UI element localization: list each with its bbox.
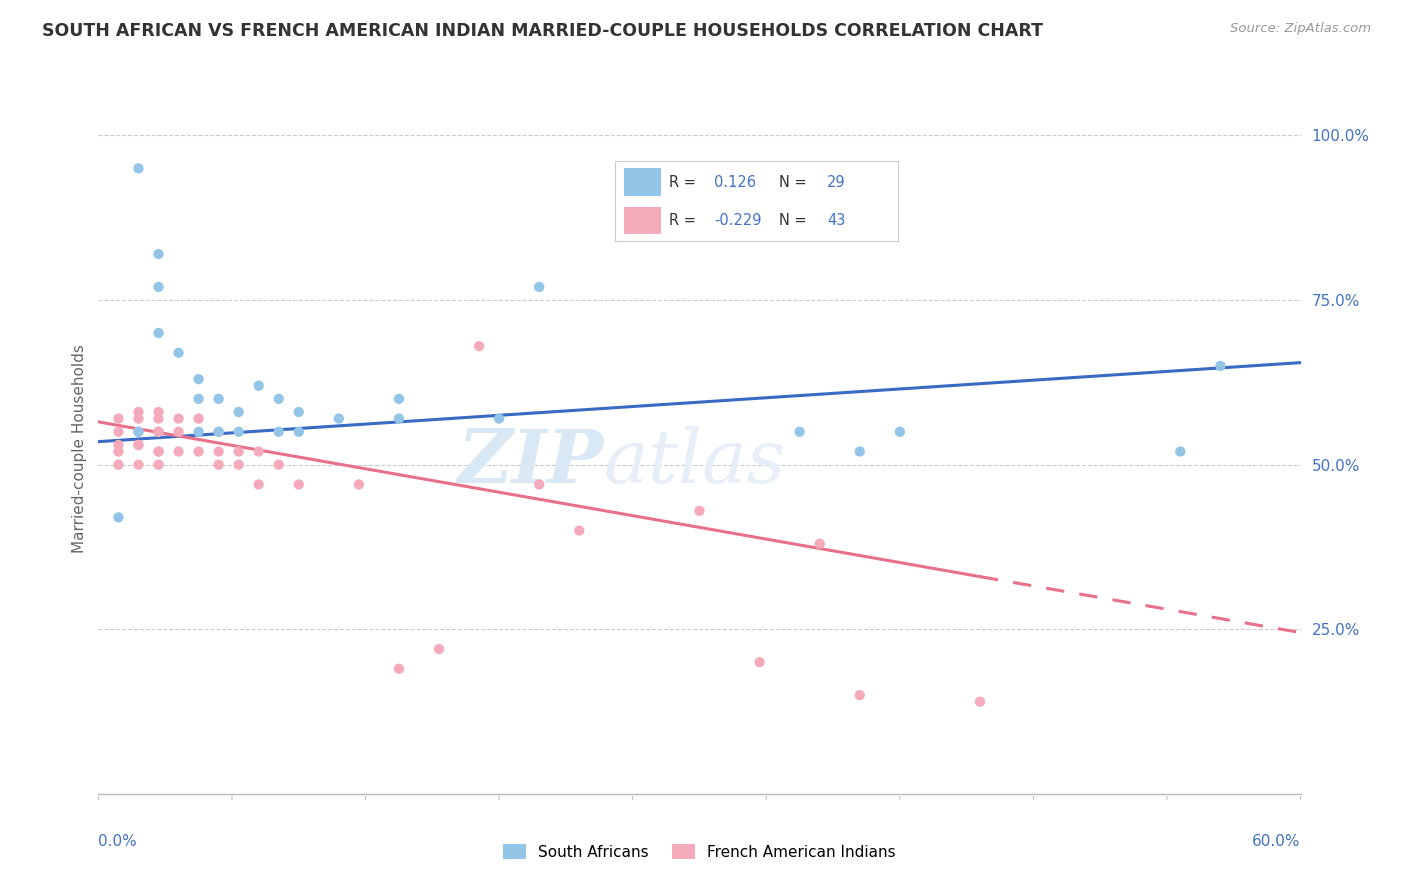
Point bbox=[107, 444, 129, 458]
Point bbox=[1209, 359, 1232, 373]
Text: -0.229: -0.229 bbox=[714, 212, 762, 227]
Bar bbox=[624, 169, 661, 195]
Point bbox=[128, 405, 150, 419]
Point bbox=[247, 477, 270, 491]
Point bbox=[148, 326, 170, 340]
Point bbox=[148, 444, 170, 458]
Point bbox=[128, 411, 150, 425]
Point bbox=[187, 444, 209, 458]
Point bbox=[468, 339, 491, 353]
Point bbox=[167, 444, 190, 458]
Point bbox=[187, 411, 209, 425]
Point bbox=[388, 411, 411, 425]
Point bbox=[388, 662, 411, 676]
Point bbox=[808, 537, 831, 551]
Text: ZIP: ZIP bbox=[457, 425, 603, 499]
Point bbox=[288, 405, 311, 419]
Point bbox=[247, 378, 270, 392]
Text: Source: ZipAtlas.com: Source: ZipAtlas.com bbox=[1230, 22, 1371, 36]
Point bbox=[228, 444, 250, 458]
Point bbox=[688, 504, 710, 518]
Point bbox=[208, 425, 231, 439]
Point bbox=[228, 458, 250, 472]
Point bbox=[529, 280, 551, 294]
Point bbox=[388, 392, 411, 406]
Text: 0.126: 0.126 bbox=[714, 175, 756, 189]
Point bbox=[427, 642, 450, 657]
Text: SOUTH AFRICAN VS FRENCH AMERICAN INDIAN MARRIED-COUPLE HOUSEHOLDS CORRELATION CH: SOUTH AFRICAN VS FRENCH AMERICAN INDIAN … bbox=[42, 22, 1043, 40]
Point bbox=[347, 477, 370, 491]
Point bbox=[267, 425, 290, 439]
Point bbox=[128, 438, 150, 452]
Point bbox=[529, 477, 551, 491]
Point bbox=[208, 392, 231, 406]
Point bbox=[187, 425, 209, 439]
Text: R =: R = bbox=[669, 212, 700, 227]
Point bbox=[128, 438, 150, 452]
Point bbox=[267, 392, 290, 406]
Point bbox=[128, 458, 150, 472]
Text: R =: R = bbox=[669, 175, 700, 189]
Point bbox=[128, 425, 150, 439]
Text: N =: N = bbox=[779, 212, 811, 227]
Point bbox=[107, 438, 129, 452]
Point bbox=[148, 425, 170, 439]
Point bbox=[148, 247, 170, 261]
Point bbox=[748, 655, 770, 669]
Y-axis label: Married-couple Households: Married-couple Households bbox=[72, 343, 87, 553]
Point bbox=[128, 161, 150, 176]
Point bbox=[148, 444, 170, 458]
Point bbox=[247, 444, 270, 458]
Point bbox=[148, 405, 170, 419]
Point bbox=[128, 425, 150, 439]
Point bbox=[148, 280, 170, 294]
Point bbox=[288, 477, 311, 491]
Point bbox=[208, 458, 231, 472]
Text: atlas: atlas bbox=[603, 425, 786, 499]
Text: 60.0%: 60.0% bbox=[1253, 834, 1301, 849]
Point bbox=[849, 688, 872, 702]
Point bbox=[187, 372, 209, 386]
Text: N =: N = bbox=[779, 175, 811, 189]
Point bbox=[208, 444, 231, 458]
Point bbox=[267, 458, 290, 472]
Point bbox=[187, 392, 209, 406]
Point bbox=[107, 411, 129, 425]
Point bbox=[228, 405, 250, 419]
Point bbox=[167, 411, 190, 425]
Point bbox=[488, 411, 510, 425]
Point bbox=[1170, 444, 1192, 458]
Text: 29: 29 bbox=[827, 175, 846, 189]
Point bbox=[167, 425, 190, 439]
Point bbox=[107, 458, 129, 472]
Point bbox=[328, 411, 350, 425]
Point bbox=[107, 425, 129, 439]
Text: 0.0%: 0.0% bbox=[98, 834, 138, 849]
Point bbox=[969, 695, 991, 709]
Point bbox=[148, 425, 170, 439]
Point bbox=[208, 425, 231, 439]
Point bbox=[568, 524, 591, 538]
Point bbox=[228, 425, 250, 439]
Point bbox=[288, 425, 311, 439]
Point bbox=[167, 345, 190, 359]
Point bbox=[789, 425, 811, 439]
Bar bbox=[624, 207, 661, 234]
Point bbox=[107, 510, 129, 524]
Text: 43: 43 bbox=[827, 212, 845, 227]
Point bbox=[849, 444, 872, 458]
Legend: South Africans, French American Indians: South Africans, French American Indians bbox=[498, 838, 901, 866]
Point bbox=[889, 425, 911, 439]
Point bbox=[148, 411, 170, 425]
Point bbox=[148, 458, 170, 472]
